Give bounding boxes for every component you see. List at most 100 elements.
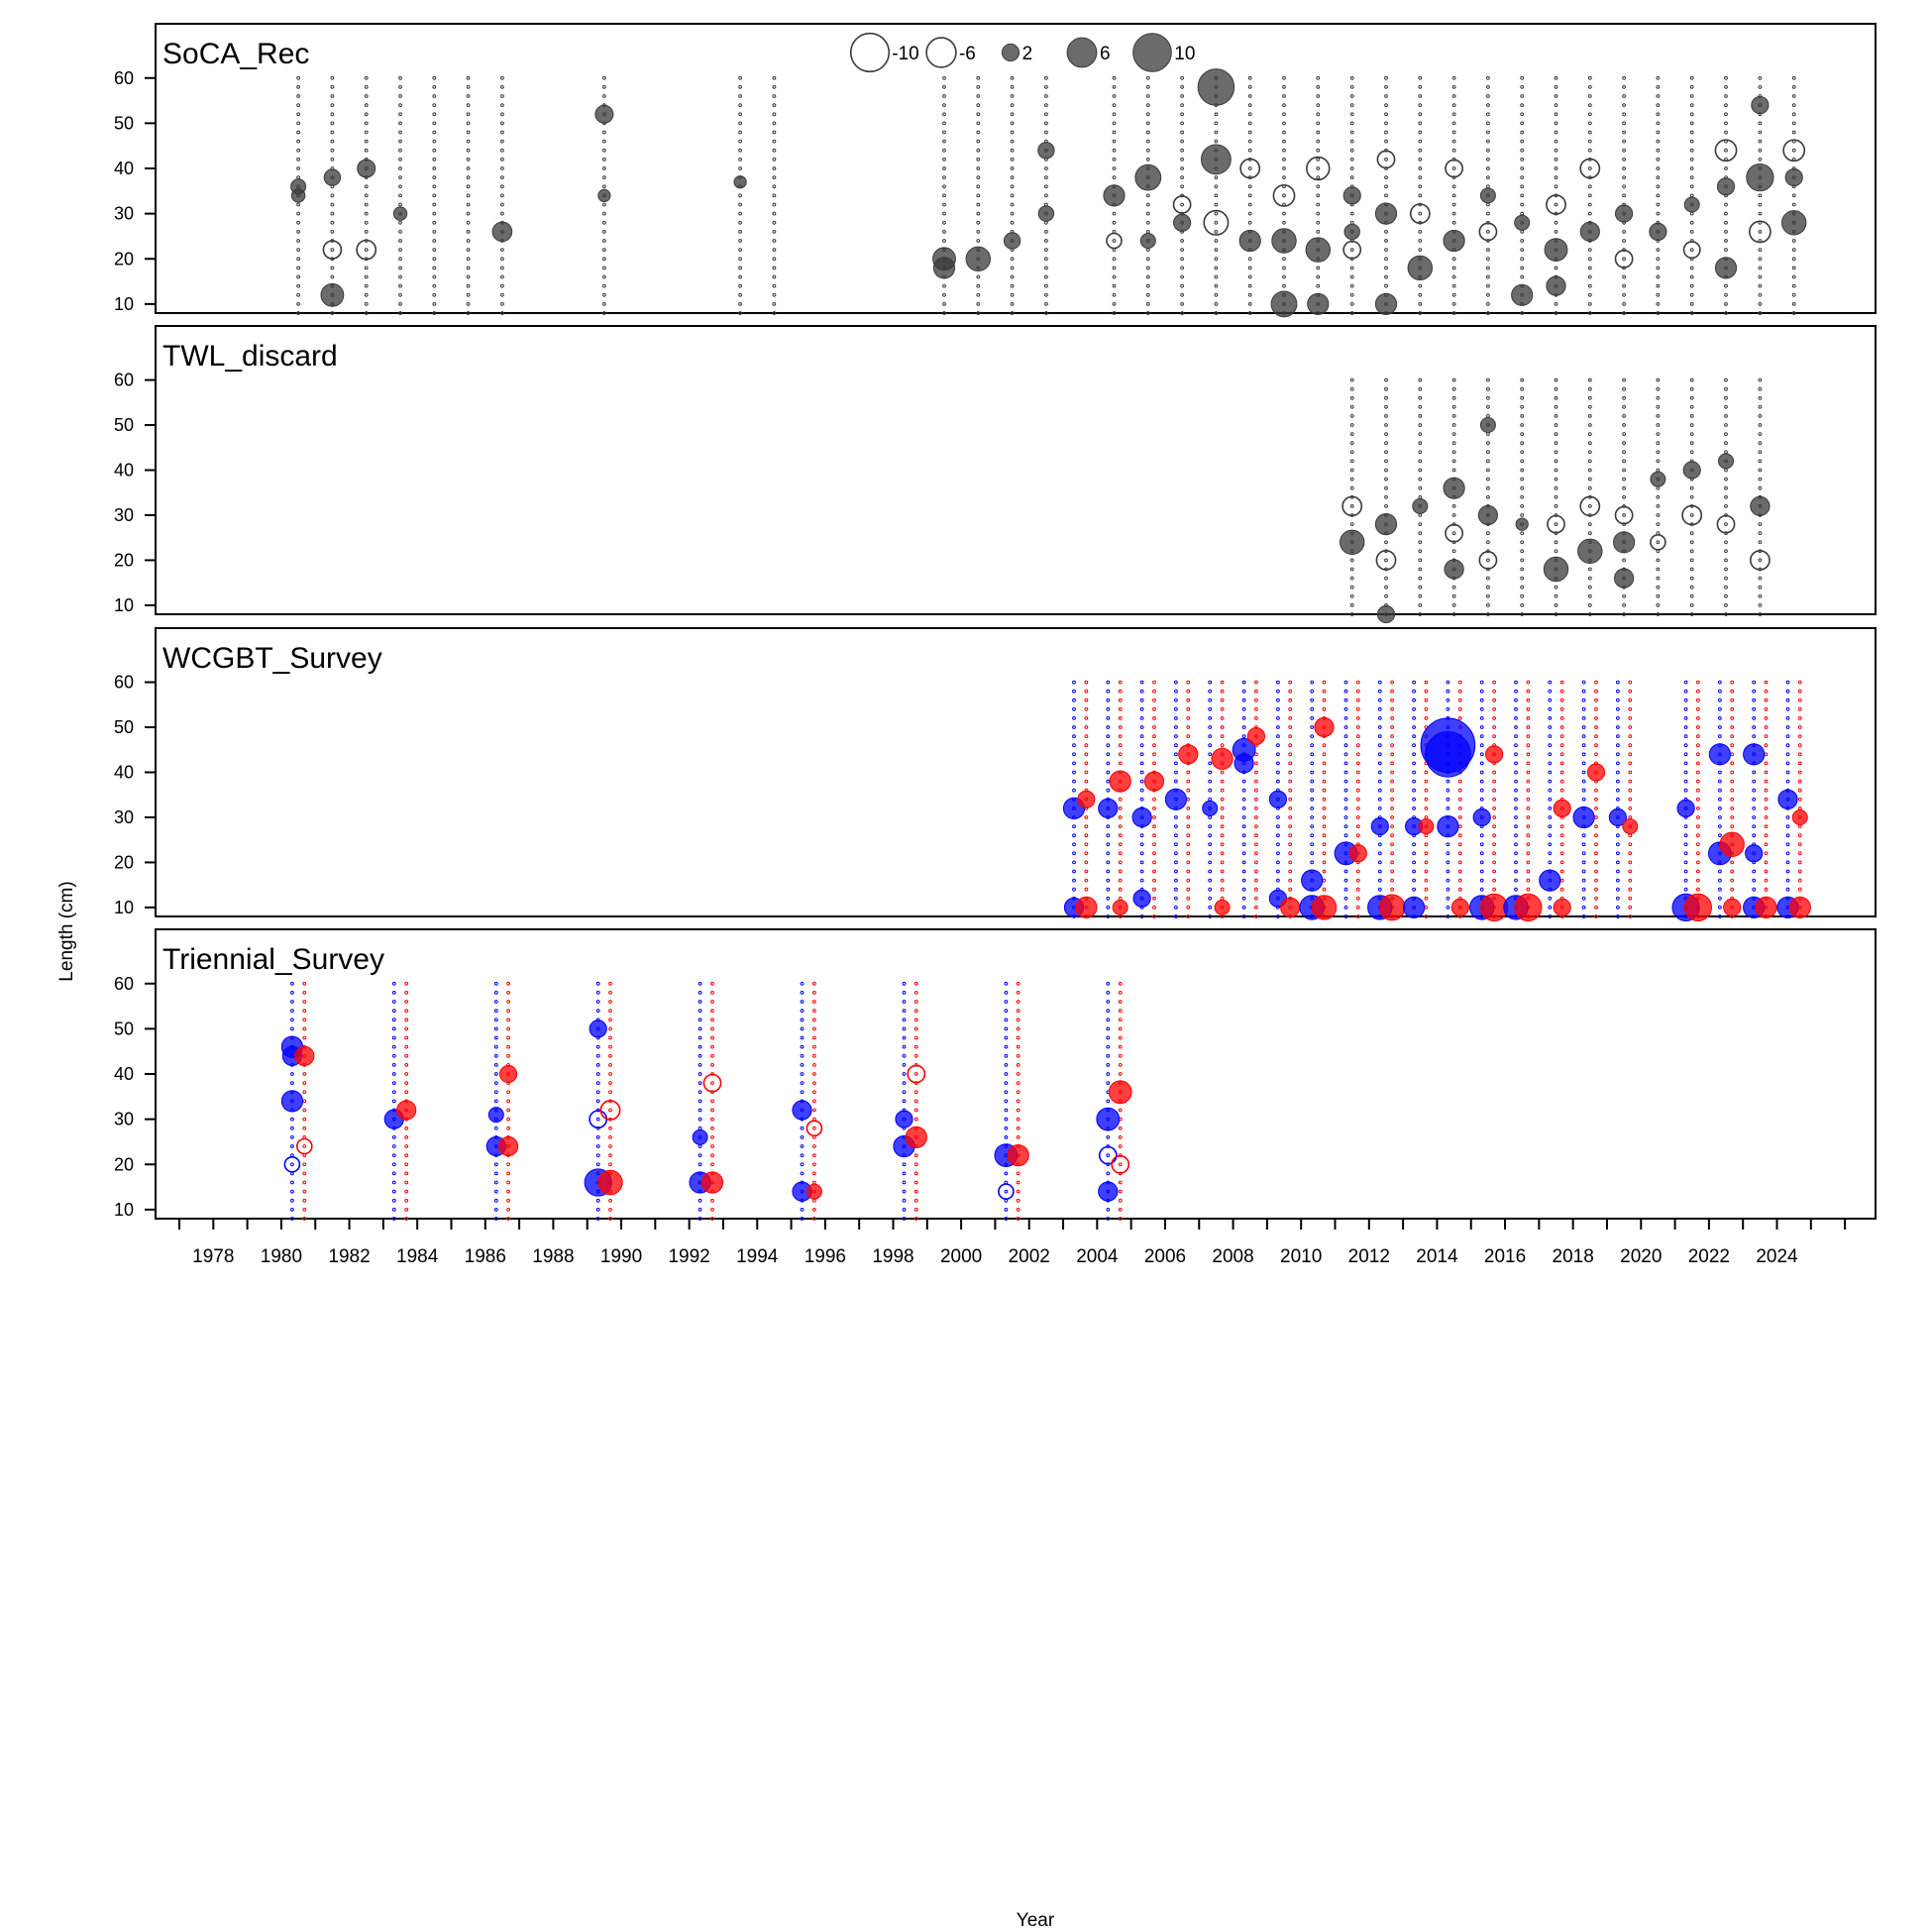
- bubble-point: [1724, 468, 1728, 473]
- y-tick-label: 20: [114, 249, 134, 268]
- bubble-point: [493, 1026, 498, 1031]
- bubble-point: [1718, 706, 1722, 711]
- bubble-point: [391, 991, 396, 995]
- bubble-point: [738, 266, 742, 270]
- bubble-point: [1594, 716, 1598, 720]
- bubble-point: [1594, 896, 1598, 901]
- bubble-point: [1554, 230, 1558, 234]
- bubble-point: [1016, 1035, 1020, 1040]
- bubble-point: [1424, 833, 1429, 838]
- bubble-point: [1118, 752, 1123, 757]
- bubble-point: [1479, 706, 1484, 711]
- bubble-point: [1520, 450, 1525, 455]
- bubble-point: [1683, 752, 1688, 757]
- bubble-point: [1764, 860, 1769, 865]
- bubble-point: [1424, 878, 1429, 883]
- bubble-point: [1696, 725, 1700, 729]
- bubble-point: [1587, 468, 1592, 473]
- bubble-point: [1559, 878, 1564, 883]
- bubble-point: [1384, 139, 1388, 144]
- bubble-point: [1322, 706, 1327, 711]
- bubble-point: [1451, 121, 1456, 126]
- bubble-point: [1656, 404, 1661, 409]
- bubble-point: [1581, 761, 1586, 766]
- bubble-point: [1451, 302, 1456, 306]
- bubble-point: [1044, 175, 1048, 180]
- bubble-point: [1696, 860, 1700, 865]
- bubble-point: [772, 230, 777, 234]
- bubble-point: [500, 94, 504, 98]
- bubble-point: [1004, 1053, 1009, 1058]
- bubble-point: [1750, 550, 1771, 571]
- bubble-point: [1764, 815, 1769, 819]
- bubble-point: [1718, 770, 1722, 775]
- x-axis: 1978 1980 1982 1984 1986 1988 1990 1992 1994 1996…: [178, 1219, 1847, 1267]
- bubble-point: [500, 292, 504, 297]
- bubble-point: [1247, 274, 1252, 279]
- bubble-point: [595, 1217, 600, 1221]
- bubble-point: [1724, 148, 1728, 153]
- bubble-point: [1247, 139, 1252, 144]
- bubble-point: [1139, 743, 1144, 748]
- bubble-point: [1377, 752, 1382, 757]
- bubble-point: [1084, 743, 1089, 748]
- bubble-point: [1247, 311, 1252, 315]
- bubble-point: [296, 139, 301, 144]
- bubble-point: [1791, 292, 1796, 297]
- bubble-point: [1622, 386, 1626, 391]
- bubble-point: [1186, 914, 1191, 918]
- bubble-point: [902, 1044, 907, 1049]
- bubble-point: [302, 1018, 307, 1022]
- bubble-point: [1457, 842, 1462, 847]
- bubble-point: [1178, 744, 1199, 765]
- bubble-point: [1451, 75, 1456, 80]
- bubble-point: [1241, 851, 1246, 856]
- bubble-point: [1554, 75, 1558, 80]
- bubble-point: [1689, 432, 1694, 437]
- bubble-point: [404, 1026, 409, 1031]
- bubble-point: [1241, 896, 1246, 901]
- bubble-point: [710, 1026, 714, 1031]
- bubble-point: [1214, 193, 1219, 198]
- bubble-point: [1554, 395, 1558, 400]
- bubble-point: [1322, 806, 1327, 810]
- bubble-point: [1214, 302, 1219, 306]
- y-tick-label: 50: [114, 415, 134, 435]
- bubble-point: [1044, 274, 1048, 279]
- bubble-point: [1791, 75, 1796, 80]
- bubble-point: [772, 257, 777, 262]
- bubble-point: [1418, 414, 1423, 418]
- bubble-point: [1390, 815, 1394, 819]
- bubble-point: [1174, 734, 1178, 738]
- bubble-point: [1797, 698, 1802, 702]
- bubble-point: [1072, 842, 1076, 847]
- bubble-point: [1758, 459, 1763, 464]
- bubble-point: [942, 230, 946, 234]
- bubble-point: [1355, 869, 1360, 874]
- bubble-point: [432, 283, 437, 288]
- bubble-point: [466, 75, 471, 80]
- bubble-point: [1418, 441, 1423, 446]
- bubble-point: [1143, 771, 1165, 792]
- bubble-point: [1418, 818, 1435, 835]
- bubble-point: [1479, 833, 1484, 838]
- bubble-point: [1616, 788, 1620, 793]
- bubble-point: [1390, 779, 1394, 784]
- bubble-point: [1683, 842, 1688, 847]
- bubble-point: [1451, 85, 1456, 89]
- bubble-point: [1288, 716, 1293, 720]
- bubble-point: [1254, 824, 1258, 828]
- bubble-point: [1622, 494, 1626, 499]
- bubble-point: [1486, 386, 1490, 391]
- bubble-point: [1656, 494, 1661, 499]
- bubble-point: [466, 283, 471, 288]
- bubble-point: [1446, 906, 1450, 910]
- bubble-point: [322, 240, 343, 260]
- bubble-point: [493, 1063, 498, 1067]
- bubble-point: [1118, 1000, 1123, 1004]
- bubble-point: [1118, 1126, 1123, 1130]
- bubble-point: [1254, 878, 1258, 883]
- bubble-point: [1072, 698, 1076, 702]
- bubble-point: [432, 311, 437, 315]
- bubble-point: [404, 1035, 409, 1040]
